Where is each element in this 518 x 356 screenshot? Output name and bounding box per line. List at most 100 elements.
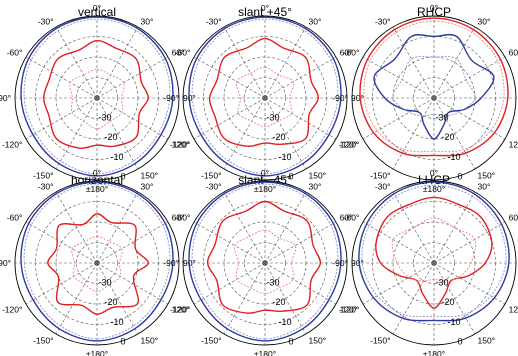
angle-tick-label: 150° [141,336,159,346]
angle-tick-label: 60° [509,213,518,223]
chart-title: slant +45° [238,5,292,19]
series-1-line [359,17,509,157]
angle-tick-label: -90° [0,258,11,268]
grid-spoke [362,221,435,264]
angle-tick-label: 0° [430,168,438,178]
series-4-line [233,229,297,295]
radial-tick-label: 0 [288,336,293,346]
center-mark [94,260,100,266]
angle-tick-label: -120° [170,140,190,150]
angle-tick-label: 30° [309,16,322,26]
series-1-line [20,181,174,342]
grid-spoke [264,97,337,140]
radial-tick-label: -20 [272,132,285,142]
angle-tick-label: 30° [478,181,491,191]
radial-tick-label: -30 [435,278,448,288]
angle-tick-label: -30° [38,181,54,191]
radial-tick-label: -20 [441,132,454,142]
angle-tick-label: 30° [141,181,154,191]
angle-tick-label: -90° [0,93,11,103]
grid-spoke [264,26,307,99]
grid-spoke [392,26,435,99]
grid-spoke [96,221,169,264]
grid-spoke [264,191,307,264]
angle-tick-label: -30° [375,16,391,26]
grid-spoke [55,191,98,264]
grid-spoke [433,221,506,264]
polar-chart-2: slant +45°0°30°60°90°120°150°±180°-150°-… [163,3,364,194]
angle-tick-label: 0° [93,3,101,13]
angle-tick-label: 30° [478,16,491,26]
angle-tick-label: -120° [339,305,359,315]
angle-tick-label: ±180° [254,184,276,194]
angle-tick-label: -30° [206,16,222,26]
grid-spoke [96,26,139,99]
angle-tick-label: -120° [170,305,190,315]
angle-tick-label: ±180° [86,184,108,194]
series-2-line [23,183,171,340]
series-4-line [235,66,295,128]
angle-tick-label: -30° [375,181,391,191]
series-2-line [191,18,339,175]
grid-spoke [96,191,139,264]
grid-spoke [223,26,266,99]
radial-tick-label: -20 [441,297,454,307]
angle-tick-label: 0° [261,3,269,13]
center-mark [262,260,268,266]
angle-tick-label: 120° [172,305,190,315]
grid-spoke [96,97,169,140]
angle-tick-label: 0° [430,3,438,13]
radial-tick-label: -30 [266,113,279,123]
series-1-line [358,181,510,322]
grid-spoke [264,262,337,305]
grid-spoke [193,262,266,305]
angle-tick-label: 150° [478,171,496,181]
angle-tick-label: ±180° [254,349,276,356]
angle-tick-label: -90° [163,93,179,103]
grid-spoke [25,262,98,305]
grid-spoke [96,56,169,99]
series-2-line [23,18,171,175]
grid-spoke [55,97,98,170]
radial-tick-label: -10 [278,152,291,162]
grid-spoke [433,26,476,99]
series-1-line [188,16,342,177]
center-mark [431,260,437,266]
series-1-line [188,181,342,342]
polar-chart-3: RHCP0°30°60°90°120°150°±180°-150°-120°-9… [332,3,518,194]
polar-chart-1: vertical0°30°60°90°120°150°±180°-150°-12… [0,3,196,194]
grid-spoke [264,97,307,170]
series-2-line [191,183,339,340]
angle-tick-label: ±180° [423,184,445,194]
series-3-line [42,39,149,149]
polar-chart-4: horizontal0°30°60°90°120°150°±180°-150°-… [0,168,196,356]
grid-spoke [96,262,139,335]
grid-spoke [223,262,266,335]
radial-tick-label: -30 [98,113,111,123]
grid-spoke [433,262,476,335]
angle-tick-label: -150° [201,171,221,181]
angle-tick-label: 0° [261,168,269,178]
grid-spoke [193,56,266,99]
center-mark [94,95,100,101]
angle-tick-label: -120° [339,140,359,150]
angle-tick-label: -150° [201,336,221,346]
angle-tick-label: 30° [141,16,154,26]
angle-tick-label: 150° [309,336,327,346]
angle-tick-label: 120° [509,305,518,315]
grid-spoke [433,97,506,140]
radial-tick-label: -20 [272,297,285,307]
grid-spoke [55,262,98,335]
radial-tick-label: -10 [110,152,123,162]
chart-title: LHCP [418,173,450,187]
angle-tick-label: -90° [332,258,348,268]
angle-tick-label: -120° [2,305,22,315]
grid-spoke [96,262,169,305]
angle-tick-label: -150° [33,171,53,181]
grid-spoke [55,26,98,99]
angle-tick-label: 150° [141,171,159,181]
angle-tick-label: 150° [478,336,496,346]
series-3-line [373,33,495,140]
angle-tick-label: 60° [340,48,353,58]
angle-tick-label: 60° [172,48,185,58]
